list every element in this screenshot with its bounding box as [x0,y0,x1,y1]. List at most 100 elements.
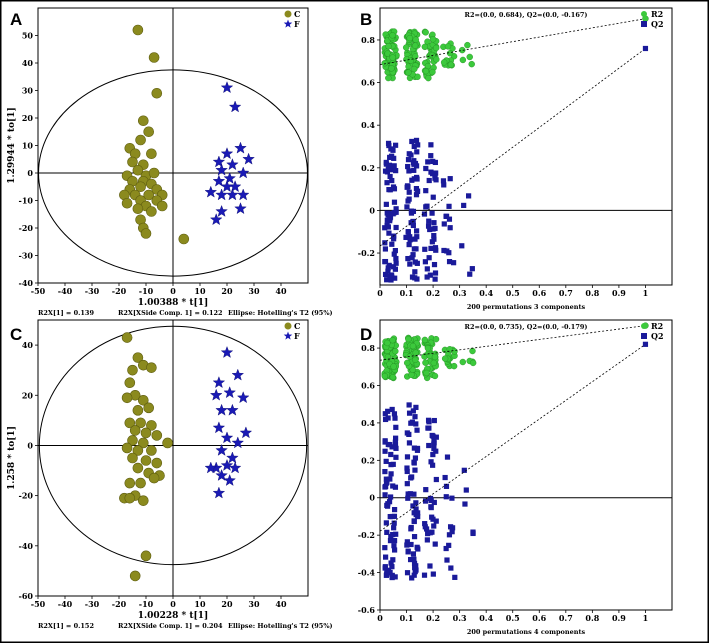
chart-d-legend-marker-q2 [641,333,647,339]
chart-d-perm-point-q2 [470,529,476,535]
chart-b-perm-point-q2 [429,210,435,216]
chart-a-xlabel: 1.00388 * t[1] [138,298,209,308]
chart-d-perm-point-q2 [382,484,388,490]
chart-a-point-f [212,155,226,168]
chart-b-perm-point-q2 [384,180,390,186]
chart-b-perm-point-q2 [428,153,434,159]
chart-d-perm-point-q2 [404,468,410,475]
chart-b-xtick-label: 1 [643,288,649,298]
chart-d-perm-point-q2 [442,474,448,481]
chart-c-point-f [212,376,226,389]
chart-b-perm-point-q2 [391,236,397,242]
chart-b-perm-point-q2 [426,255,432,261]
chart-b-perm-point-q2 [446,216,453,222]
chart-b-perm-point-q2 [408,208,415,214]
chart-b-ytick-label: 0.4 [361,120,375,130]
chart-d-perm-point-q2 [462,501,468,507]
chart-c-point-c [121,332,133,343]
chart-b-perm-point-q2 [393,224,399,231]
chart-a-ytick-label: 30 [22,86,34,96]
chart-b-perm-point-q2 [389,274,395,280]
chart-d-perm-point-q2 [422,521,428,527]
chart-b-perm-point-q2 [410,222,416,229]
chart-d-perm-point-q2 [392,484,399,490]
chart-d-xlabel: 200 permutations 4 components [467,628,586,636]
chart-b-ytick-label: 0.8 [361,35,375,45]
chart-d-observed-point-q2 [642,341,649,347]
chart-d-perm-point-r2 [384,339,391,347]
chart-d-perm-point-q2 [387,476,393,482]
chart-d-xtick-label: 0.1 [400,613,414,623]
chart-b-perm-point-r2 [433,44,440,52]
chart-b-perm-point-r2 [466,53,473,61]
chart-c-point-f [231,436,245,449]
chart-d-perm-point-q2 [433,518,439,524]
chart-d-perm-point-q2 [410,551,417,557]
chart-a-point-c [135,134,146,146]
chart-b-regression-line-q2 [379,48,646,247]
chart-b-perm-point-r2 [422,29,429,36]
chart-d-perm-point-q2 [387,569,393,576]
chart-b-perm-point-q2 [406,168,412,174]
chart-b-perm-point-q2 [411,161,417,167]
chart-b-perm-point-q2 [411,167,417,173]
chart-d-perm-point-q2 [389,572,395,578]
chart-b-perm-point-q2 [447,225,453,231]
chart-b-perm-point-q2 [423,165,429,172]
chart-a-ytick-label: 50 [22,31,34,41]
chart-b-perm-point-q2 [393,260,399,266]
chart-b-perm-point-q2 [389,177,395,184]
chart-b-perm-point-q2 [411,246,417,252]
chart-c-point-f [204,461,218,474]
chart-b-xtick-label: 0.1 [400,288,414,298]
chart-d-perm-point-r2 [469,347,476,355]
chart-d-perm-point-q2 [425,531,431,537]
panel-letter-a: A [10,10,22,29]
chart-b-perm-point-q2 [423,204,429,210]
chart-d-perm-point-q2 [412,467,418,473]
chart-d-perm-point-q2 [444,557,450,563]
chart-a-xtick-label: 40 [275,286,287,296]
chart-b-legend-label-q2: Q2 [651,19,664,29]
chart-b-perm-point-r2 [447,61,455,68]
chart-b-perm-point-q2 [431,261,438,268]
chart-c-point-f [223,386,236,399]
chart-b-xtick-label: 0.5 [506,288,520,298]
chart-b-perm-point-q2 [409,138,415,145]
chart-d-perm-point-r2 [406,353,414,360]
chart-b-perm-point-q2 [393,255,399,262]
chart-c-point-c [132,462,144,474]
chart-a-point-c [138,115,149,127]
chart-c-point-f [228,461,242,474]
chart-b-perm-point-r2 [381,59,388,67]
chart-b-perm-point-q2 [382,271,389,278]
chart-b-perm-point-q2 [431,233,437,239]
chart-d-perm-point-q2 [414,445,421,452]
chart-c-point-c [124,377,136,389]
chart-d-perm-point-q2 [422,498,429,504]
chart-d-perm-point-q2 [391,520,397,526]
chart-a-point-f [226,188,239,201]
chart-c-point-c [138,495,149,506]
chart-d-perm-point-q2 [431,440,437,446]
chart-b-perm-point-q2 [441,221,447,227]
chart-d-perm-point-q2 [423,487,429,493]
chart-d-perm-point-q2 [409,474,415,480]
chart-a-point-c [146,148,157,160]
chart-c-point-c [124,477,136,489]
chart-a-footer-text: R2X[XSide Comp. 1] = 0.122 [118,309,223,317]
chart-b-perm-point-q2 [386,162,393,168]
chart-d-perm-point-q2 [385,441,391,448]
chart-d-ytick-label: -0.4 [358,568,376,578]
chart-b-perm-point-r2 [388,65,395,72]
panel-a: A -50 -40 -30 -20 -10 0 10 20 30 40-40-30-20-1001… [7,7,333,317]
chart-b-perm-point-q2 [382,168,389,174]
chart-b-legend-marker-q2 [641,21,647,27]
chart-c-point-f [215,468,228,481]
chart-d-perm-point-q2 [414,427,420,433]
chart-a-point-c [148,52,160,63]
chart-b-perm-point-q2 [391,163,397,169]
chart-d-perm-point-r2 [432,335,440,343]
chart-d-xtick-label: 1 [643,613,649,623]
